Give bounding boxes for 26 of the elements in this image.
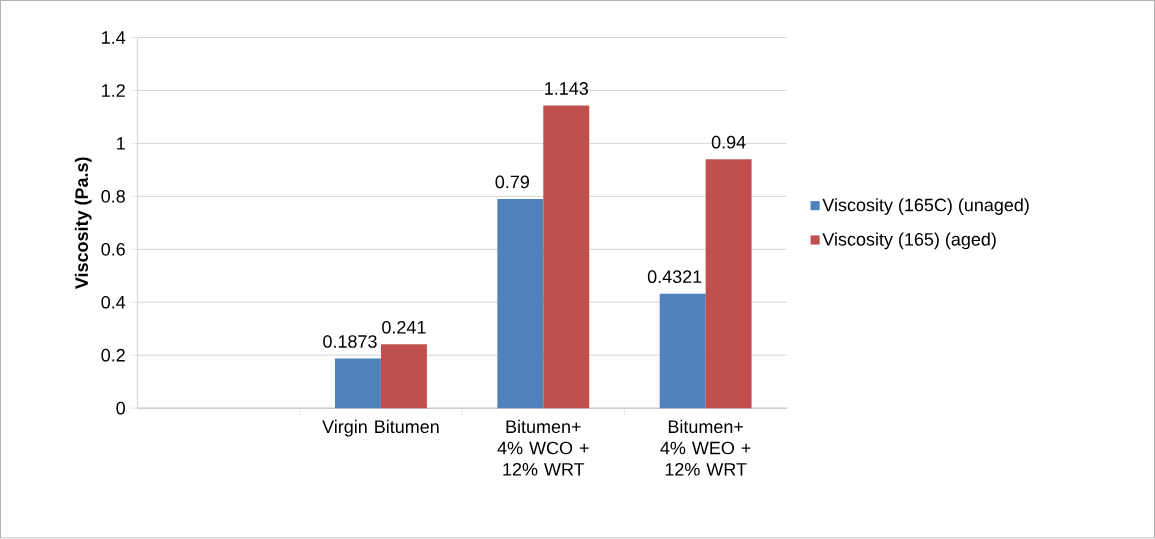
- bar: [380, 344, 427, 409]
- y-tick-label: 0.6: [101, 243, 125, 256]
- data-label: 0.241: [382, 321, 426, 334]
- y-tick-label: 0: [116, 402, 126, 415]
- x-tick-label: Bitumen+ 4% WCO + 12% WRT: [497, 420, 589, 476]
- x-tick-label: Virgin Bitumen: [322, 420, 439, 437]
- data-label: 0.79: [495, 175, 529, 189]
- y-tick-label: 0.4: [101, 296, 126, 309]
- data-label: 0.4321: [647, 270, 702, 284]
- legend-label: Viscosity (165) (aged): [822, 232, 996, 250]
- y-tick-label: 1.4: [102, 31, 126, 44]
- data-label: 0.1873: [323, 335, 377, 349]
- y-tick-label: 0.2: [101, 349, 125, 362]
- legend-label: Viscosity (165C) (unaged): [822, 198, 1029, 216]
- bar: [543, 105, 590, 409]
- y-tick-label: 1.2: [102, 84, 125, 97]
- x-tick-label: Bitumen+ 4% WEO + 12% WRT: [660, 420, 751, 476]
- y-axis-title: Viscosity (Pa.s): [74, 157, 92, 290]
- bar: [497, 199, 544, 409]
- data-label: 0.94: [711, 136, 746, 149]
- bar: [334, 358, 381, 409]
- bar: [705, 159, 752, 409]
- y-tick-label: 1: [117, 137, 125, 150]
- bar: [659, 293, 706, 409]
- data-label: 1.143: [545, 82, 588, 96]
- y-tick-label: 0.8: [101, 190, 125, 203]
